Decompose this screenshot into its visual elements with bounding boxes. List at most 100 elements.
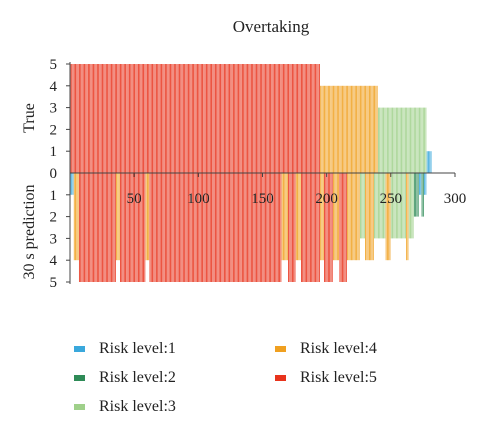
prediction-bar	[397, 173, 399, 239]
true-bar	[217, 64, 219, 173]
true-bar	[367, 85, 369, 173]
true-bar	[175, 64, 177, 173]
prediction-bar	[125, 173, 127, 282]
prediction-bar	[298, 173, 300, 261]
prediction-bar	[283, 173, 284, 261]
true-bar	[411, 107, 413, 173]
true-bar	[207, 64, 209, 173]
prediction-bar	[407, 173, 409, 261]
true-bar	[343, 85, 345, 173]
true-bar	[158, 64, 160, 173]
prediction-bar	[390, 173, 392, 239]
prediction-bar	[177, 173, 179, 282]
true-bar	[263, 64, 265, 173]
true-bar	[104, 64, 106, 173]
y-tick-label-prediction: 5	[50, 275, 58, 291]
prediction-bar	[167, 173, 169, 282]
true-bar	[184, 64, 186, 173]
prediction-bar	[220, 173, 221, 282]
true-bar	[256, 64, 257, 173]
prediction-bar	[86, 173, 88, 282]
prediction-bar	[232, 173, 234, 282]
prediction-bar	[412, 173, 414, 239]
legend-label: Risk level:4	[300, 340, 377, 357]
true-bar	[95, 64, 97, 173]
true-bar	[186, 64, 188, 173]
x-tick-label: 50	[127, 191, 142, 207]
prediction-bar	[379, 173, 381, 239]
prediction-bar	[108, 173, 110, 282]
true-bar	[163, 64, 165, 173]
prediction-bar	[299, 173, 301, 261]
prediction-bar	[238, 173, 239, 282]
true-bar	[334, 85, 336, 173]
prediction-bar	[211, 173, 212, 282]
prediction-bar	[286, 173, 288, 261]
true-bar	[185, 64, 187, 173]
prediction-bar	[190, 173, 192, 282]
true-bar	[357, 85, 359, 173]
prediction-bar	[188, 173, 189, 282]
true-bar	[404, 107, 406, 173]
true-bar	[84, 64, 85, 173]
true-bar	[204, 64, 206, 173]
prediction-bar	[209, 173, 211, 282]
prediction-bar	[118, 173, 120, 261]
prediction-bar	[130, 173, 132, 282]
prediction-bar	[320, 173, 322, 261]
prediction-bar	[159, 173, 161, 282]
true-bar	[420, 107, 422, 173]
prediction-bar	[254, 173, 256, 282]
true-bar	[168, 64, 170, 173]
true-bar	[130, 64, 132, 173]
prediction-bar	[308, 173, 310, 282]
prediction-bar	[148, 173, 150, 261]
prediction-bar	[87, 173, 89, 282]
prediction-bar	[120, 173, 121, 282]
true-bar	[371, 85, 373, 173]
true-bar	[279, 64, 281, 173]
true-bar	[392, 107, 393, 173]
prediction-bar	[343, 173, 345, 282]
true-bar	[229, 64, 230, 173]
true-bar	[285, 64, 287, 173]
true-bar	[150, 64, 152, 173]
true-bar	[393, 107, 395, 173]
legend-swatch	[74, 346, 85, 352]
prediction-bar	[408, 173, 410, 239]
prediction-bar	[311, 173, 313, 282]
true-bar	[320, 85, 322, 173]
prediction-bar	[162, 173, 164, 282]
true-bar	[254, 64, 256, 173]
true-bar	[194, 64, 196, 173]
prediction-bar	[404, 173, 406, 239]
true-bar	[335, 85, 337, 173]
true-bar	[318, 64, 320, 173]
true-bar	[238, 64, 239, 173]
true-bar	[180, 64, 182, 173]
prediction-bar	[240, 173, 242, 282]
prediction-bar	[420, 173, 422, 195]
prediction-bar	[424, 173, 426, 195]
true-bar	[138, 64, 139, 173]
true-bar	[139, 64, 141, 173]
legend-item-risk-4: Risk level:4	[275, 340, 377, 358]
axes: 50 100 150 200 250 300 0 1 1 2 2 3 3 4 4 5 5	[50, 57, 467, 291]
prediction-bar	[143, 173, 144, 282]
prediction-bar	[403, 173, 405, 239]
true-bar	[122, 64, 124, 173]
prediction-bar	[415, 173, 417, 217]
prediction-bar	[345, 173, 347, 282]
prediction-bar	[325, 173, 327, 282]
true-bar	[243, 64, 245, 173]
true-bar	[155, 64, 157, 173]
prediction-bar	[419, 173, 420, 195]
prediction-bar	[315, 173, 316, 282]
prediction-bar	[348, 173, 350, 261]
true-bar	[188, 64, 189, 173]
true-bar	[134, 64, 135, 173]
prediction-bar	[271, 173, 273, 282]
true-bar	[333, 85, 334, 173]
prediction-bar	[265, 173, 266, 282]
true-bar	[360, 85, 361, 173]
